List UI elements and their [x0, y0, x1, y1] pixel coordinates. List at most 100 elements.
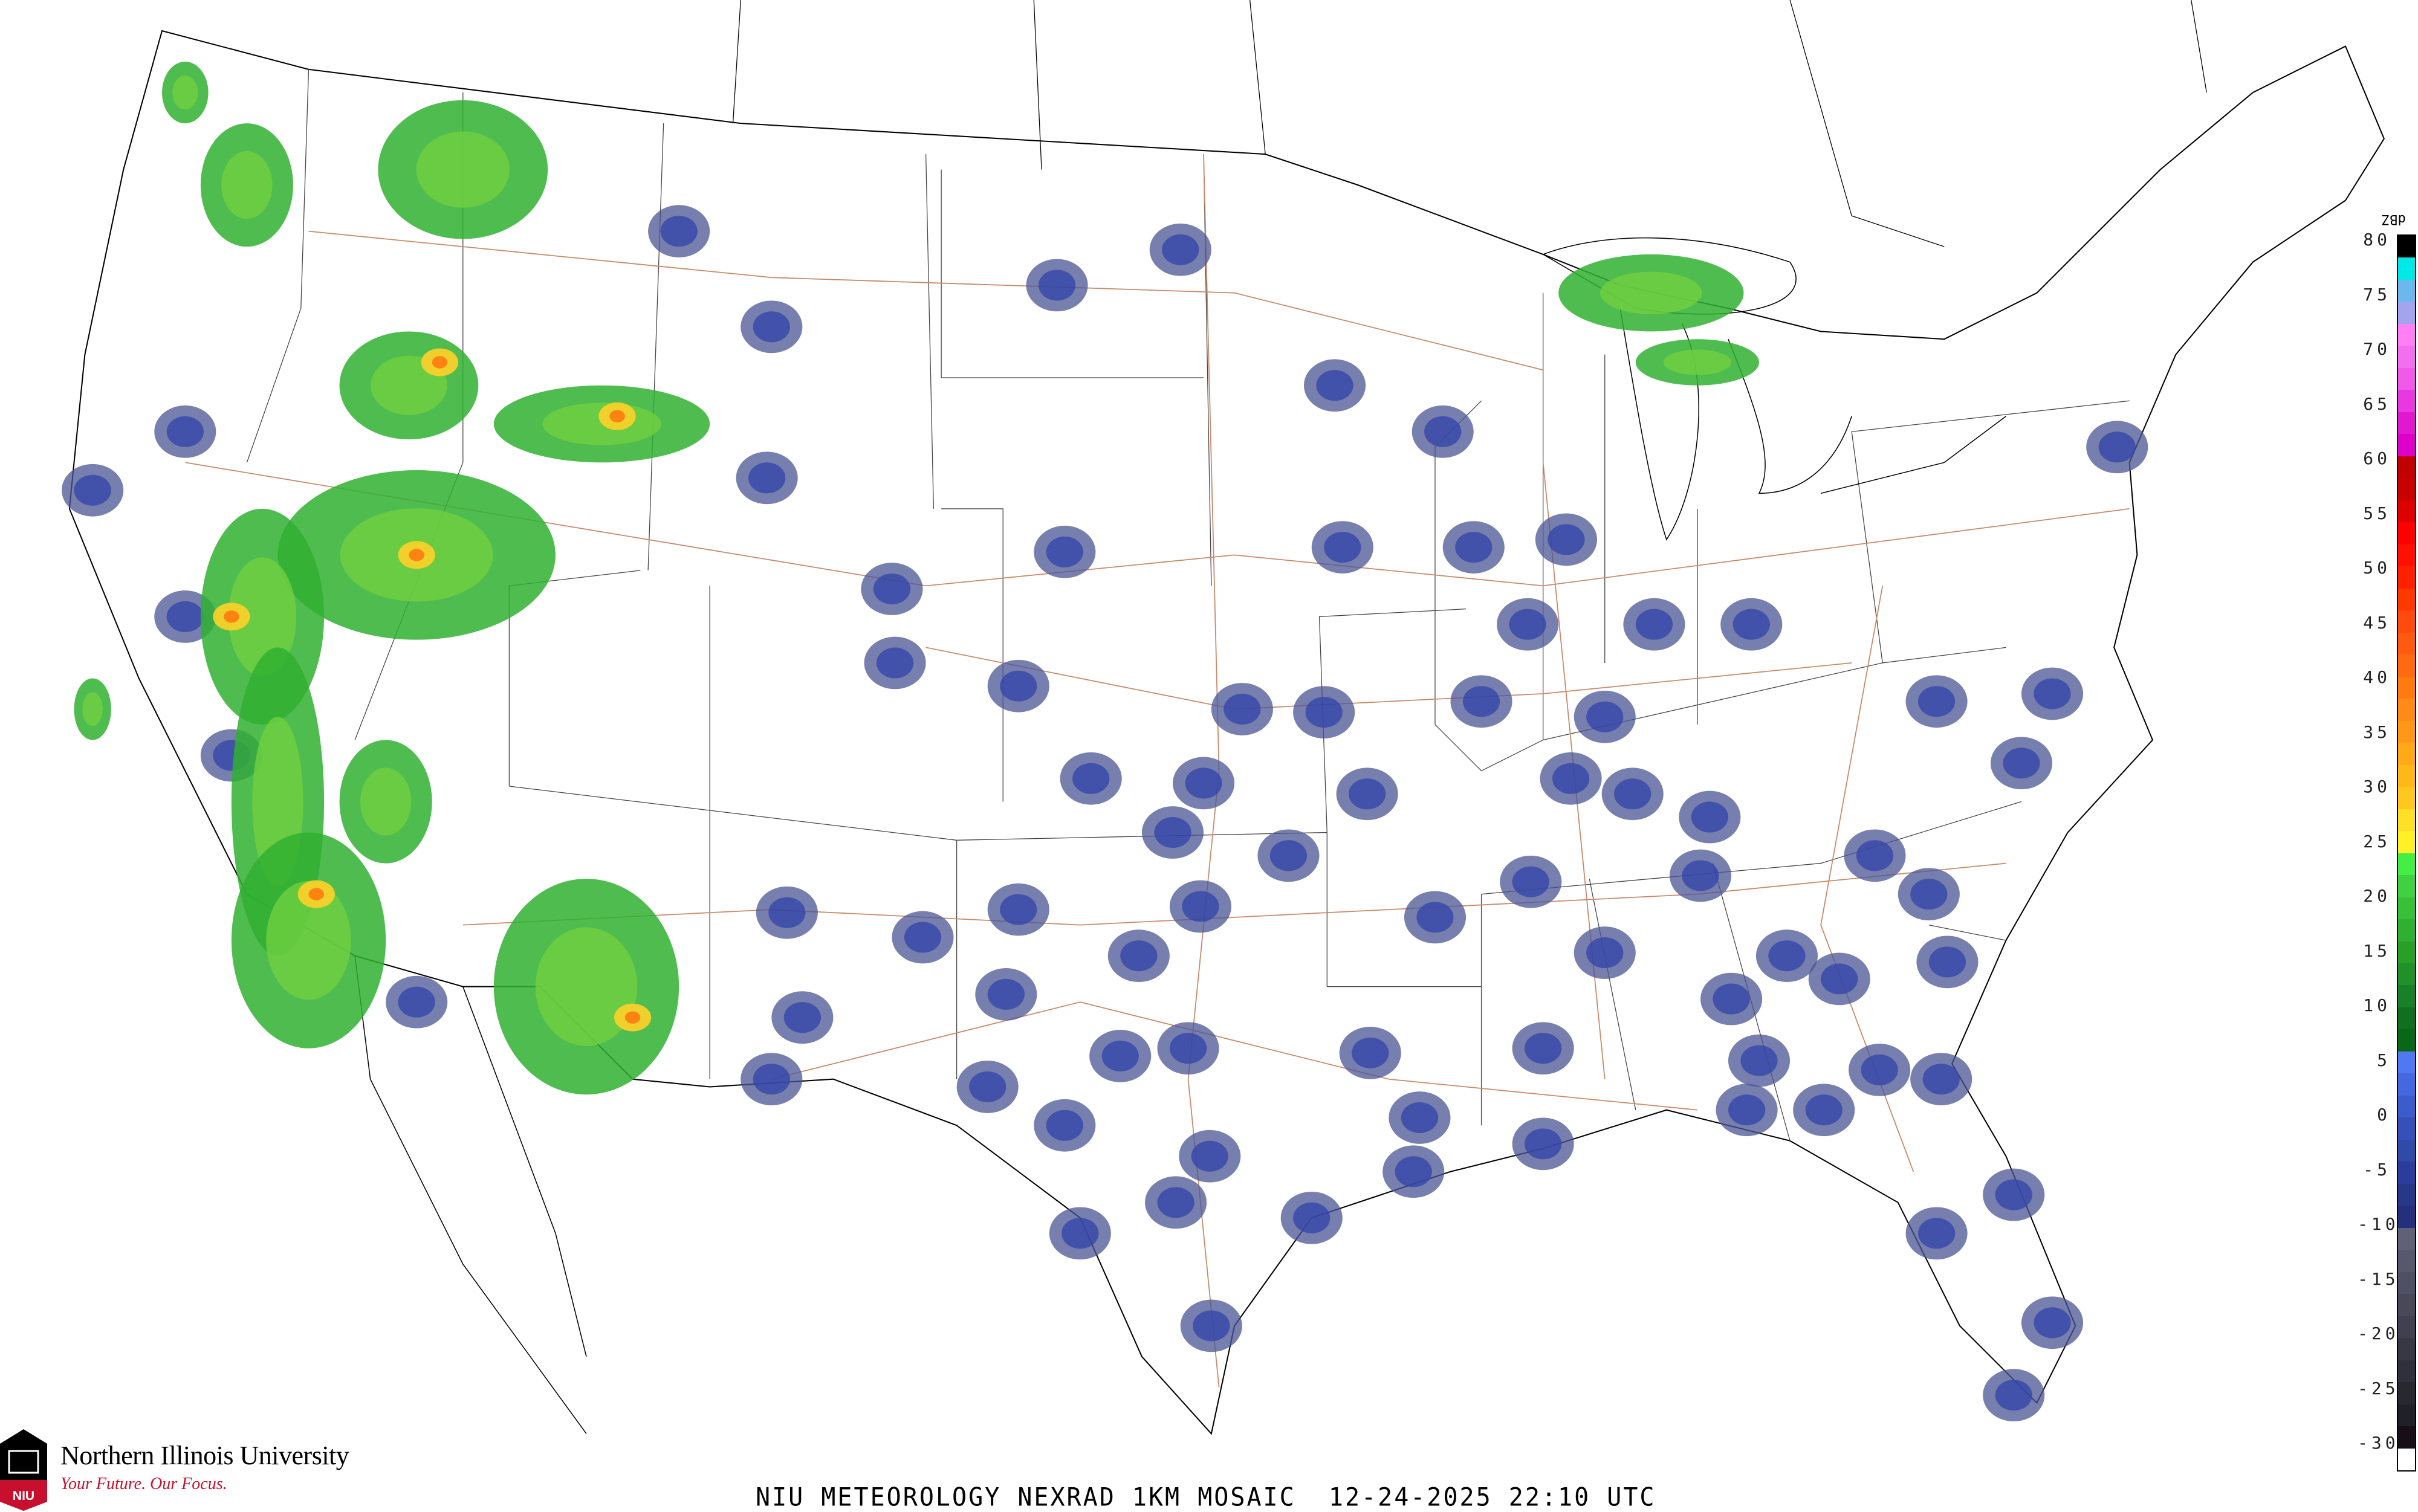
radar-site-echo: [74, 474, 111, 506]
heavy-precip-echo: [409, 549, 424, 561]
legend-swatch: [2398, 610, 2415, 633]
radar-site-echo: [1635, 609, 1673, 640]
legend-swatch: [2398, 1161, 2415, 1184]
radar-site-echo: [753, 1064, 790, 1095]
radar-site-echo: [1512, 866, 1549, 897]
radar-site-echo: [1713, 983, 1750, 1015]
radar-site-echo: [1509, 609, 1546, 640]
legend-swatch: [2398, 1250, 2415, 1272]
radar-site-echo: [1614, 778, 1651, 810]
radar-site-echo: [1062, 1218, 1099, 1249]
legend-swatch: [2398, 743, 2415, 765]
legend-swatch: [2398, 257, 2415, 280]
legend-tick: 55: [2363, 503, 2391, 523]
legend-swatch: [2398, 236, 2415, 258]
precip-echo: [360, 767, 412, 836]
university-name: Northern Illinois University: [60, 1441, 349, 1470]
radar-site-echo: [2034, 1307, 2071, 1339]
radar-site-echo: [1395, 1156, 1432, 1187]
radar-site-echo: [1000, 894, 1037, 925]
radar-site-echo: [1732, 609, 1770, 640]
radar-site-echo: [1525, 1033, 1562, 1064]
radar-site-echo: [1728, 1094, 1766, 1126]
legend-swatch: [2398, 1007, 2415, 1030]
radar-site-echo: [1120, 940, 1158, 972]
legend-swatch: [2398, 654, 2415, 677]
legend-swatch: [2398, 831, 2415, 853]
legend-swatch: [2398, 1426, 2415, 1449]
legend-swatch: [2398, 1271, 2415, 1294]
radar-site-echo: [1046, 536, 1083, 567]
radar-site-echo: [1269, 840, 1308, 871]
radar-site-echo: [1856, 840, 1894, 871]
radar-site-echo: [1917, 1218, 1956, 1249]
legend-swatch: [2398, 390, 2415, 412]
legend-swatch: [2398, 346, 2415, 368]
legend-swatch: [2398, 1117, 2415, 1140]
legend-swatch: [2398, 478, 2415, 500]
radar-site-echo: [166, 416, 204, 447]
radar-site-echo: [1586, 701, 1624, 732]
radar-site-echo: [1169, 1033, 1207, 1064]
radar-site-echo: [1349, 778, 1386, 810]
radar-site-echo: [987, 978, 1025, 1010]
precip-echo: [535, 927, 638, 1046]
legend-tick: 65: [2363, 393, 2391, 414]
legend-tick: 35: [2363, 722, 2391, 742]
radar-site-echo: [1995, 1380, 2032, 1411]
legend-tick: -25: [2358, 1378, 2399, 1398]
precip-echo: [82, 692, 103, 726]
legend-swatch: [2398, 456, 2415, 479]
radar-site-echo: [873, 573, 911, 604]
radar-site-echo: [1928, 946, 1966, 978]
legend-swatch: [2398, 919, 2415, 942]
legend-tick: 45: [2363, 612, 2391, 633]
dbz-color-legend: 80 75 70 65 60 55 50 45 40 35 30 25 20 15 10 5 0 -5 -10 -15…: [2358, 212, 2418, 1481]
radar-site-echo: [1293, 1202, 1331, 1233]
legend-swatch: [2398, 1382, 2415, 1404]
map-caption: NIU METEOROLOGY NEXRAD 1KM MOSAIC 12-24-…: [756, 1482, 1656, 1512]
legend-tick: 0: [2377, 1105, 2391, 1125]
legend-swatch: [2398, 566, 2415, 589]
radar-site-echo: [1995, 1179, 2032, 1210]
radar-site-echo: [2034, 678, 2071, 709]
radar-site-echo: [748, 462, 786, 494]
legend-swatch: [2398, 279, 2415, 302]
radar-site-echo: [1185, 767, 1222, 799]
radar-site-echo: [166, 601, 204, 632]
heavy-precip-echo: [609, 410, 625, 422]
precip-echo: [1600, 271, 1702, 314]
radar-site-echo: [1740, 1045, 1778, 1076]
legend-swatch: [2398, 853, 2415, 876]
radar-site-echo: [1861, 1054, 1898, 1085]
legend-swatch: [2398, 522, 2415, 544]
legend-swatch: [2398, 699, 2415, 721]
legend-tick: 25: [2363, 831, 2391, 851]
legend-swatch: [2398, 412, 2415, 435]
legend-swatch: [2398, 764, 2415, 787]
legend-tick: 50: [2363, 558, 2391, 578]
legend-color-bar: [2397, 234, 2416, 1472]
precip-echo: [221, 151, 273, 219]
legend-swatch: [2398, 434, 2415, 456]
radar-site-echo: [1101, 1040, 1139, 1071]
legend-tick: 60: [2363, 448, 2391, 468]
precip-echo: [416, 131, 510, 208]
radar-site-echo: [1191, 1140, 1228, 1172]
precip-echo: [266, 880, 351, 1000]
radar-site-echo: [969, 1071, 1006, 1102]
legend-swatch: [2398, 500, 2415, 523]
legend-tick: 15: [2363, 940, 2391, 961]
legend-tick: 40: [2363, 667, 2391, 687]
radar-site-echo: [1182, 891, 1219, 922]
heavy-precip-echo: [224, 610, 239, 623]
legend-tick: 80: [2363, 230, 2391, 250]
radar-site-echo: [1038, 270, 1076, 301]
legend-swatch: [2398, 1206, 2415, 1228]
legend-swatch: [2398, 1051, 2415, 1074]
radar-site-echo: [2098, 431, 2136, 463]
legend-swatch: [2398, 676, 2415, 699]
legend-swatch: [2398, 302, 2415, 324]
radar-site-echo: [1157, 1187, 1194, 1218]
legend-tick: 75: [2363, 284, 2391, 305]
